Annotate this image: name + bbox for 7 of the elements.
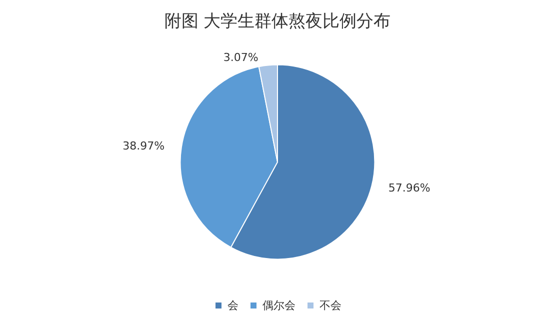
data-label: 3.07% xyxy=(223,50,258,64)
legend-label: 偶尔会 xyxy=(262,299,296,312)
chart-title: 附图 大学生群体熬夜比例分布 xyxy=(164,12,391,32)
legend-label: 不会 xyxy=(320,299,342,312)
data-label: 57.96% xyxy=(388,182,430,195)
legend-label: 会 xyxy=(228,299,238,312)
data-label: 38.97% xyxy=(122,139,165,152)
